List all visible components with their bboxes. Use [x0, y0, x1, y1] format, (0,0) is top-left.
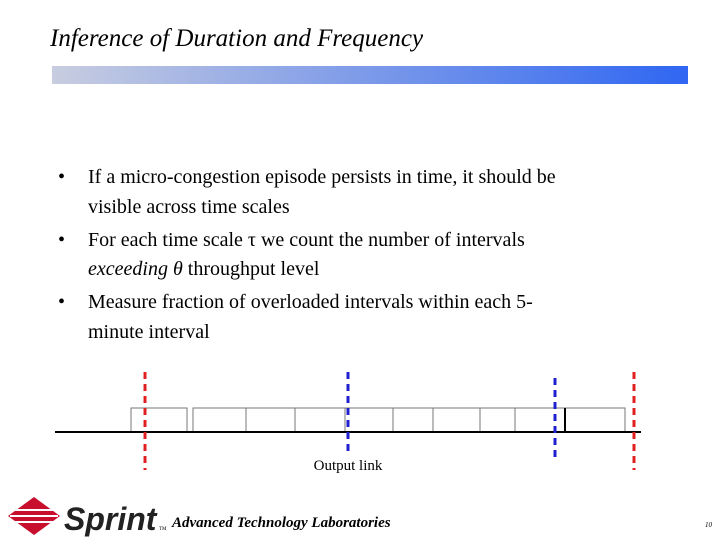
bullet-dot: • [58, 291, 65, 313]
bullet-text: minute interval [88, 321, 210, 343]
trademark: TM [159, 527, 167, 532]
diagram-label: Output link [314, 458, 383, 474]
logo-text: Sprint [64, 501, 158, 537]
bullet-text: For each time scale τ we count the numbe… [88, 229, 525, 251]
bullet-text: If a micro-congestion episode persists i… [88, 166, 556, 188]
logo: Sprint TM [8, 497, 167, 537]
logo-stripes [10, 509, 58, 523]
bullet-text: visible across time scales [88, 196, 290, 218]
bullet-text: throughput level [183, 258, 320, 280]
bullet-text: exceeding θ throughput level [88, 258, 320, 280]
page-number: 10 [705, 521, 713, 529]
bullet-list: • If a micro-congestion episode persists… [58, 166, 556, 343]
title-bar [52, 66, 688, 84]
bullet-dot: • [58, 229, 65, 251]
bullet-text: Measure fraction of overloaded intervals… [88, 291, 533, 313]
italic-text: exceeding θ [88, 258, 183, 280]
title: Inference of Duration and Frequency [49, 25, 424, 52]
link-diagram [55, 372, 641, 470]
bullet-dot: • [58, 166, 65, 188]
footer-lab: Advanced Technology Laboratories [171, 515, 391, 531]
